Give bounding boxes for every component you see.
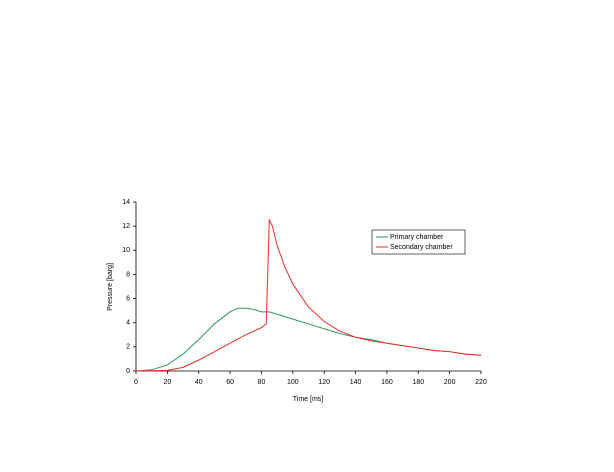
x-tick-label: 220 — [475, 379, 487, 386]
x-tick-label: 100 — [287, 379, 299, 386]
y-tick-label: 10 — [122, 247, 130, 254]
x-tick-label: 20 — [163, 379, 171, 386]
x-tick-label: 140 — [350, 379, 362, 386]
y-tick-label: 0 — [126, 368, 130, 375]
y-tick-label: 6 — [126, 295, 130, 302]
legend-label: Primary chamber — [390, 234, 444, 241]
y-tick-label: 12 — [122, 223, 130, 230]
x-tick-label: 80 — [258, 379, 266, 386]
x-tick-label: 120 — [318, 379, 330, 386]
x-tick-label: 0 — [134, 379, 138, 386]
y-tick-label: 4 — [126, 320, 130, 327]
legend-label: Secondary chamber — [390, 244, 453, 251]
x-tick-label: 160 — [381, 379, 393, 386]
x-tick-label: 40 — [195, 379, 203, 386]
legend-box — [371, 229, 466, 255]
x-tick-label: 200 — [444, 379, 456, 386]
y-axis-label: Pressure [barg] — [107, 263, 114, 311]
y-tick-label: 2 — [126, 344, 130, 351]
y-tick-label: 14 — [122, 199, 130, 206]
series-line — [135, 218, 482, 372]
y-tick-label: 8 — [126, 271, 130, 278]
x-tick-label: 60 — [226, 379, 234, 386]
series-line — [135, 307, 482, 372]
x-tick-label: 180 — [412, 379, 424, 386]
x-axis-label: Time [ms] — [293, 396, 324, 403]
